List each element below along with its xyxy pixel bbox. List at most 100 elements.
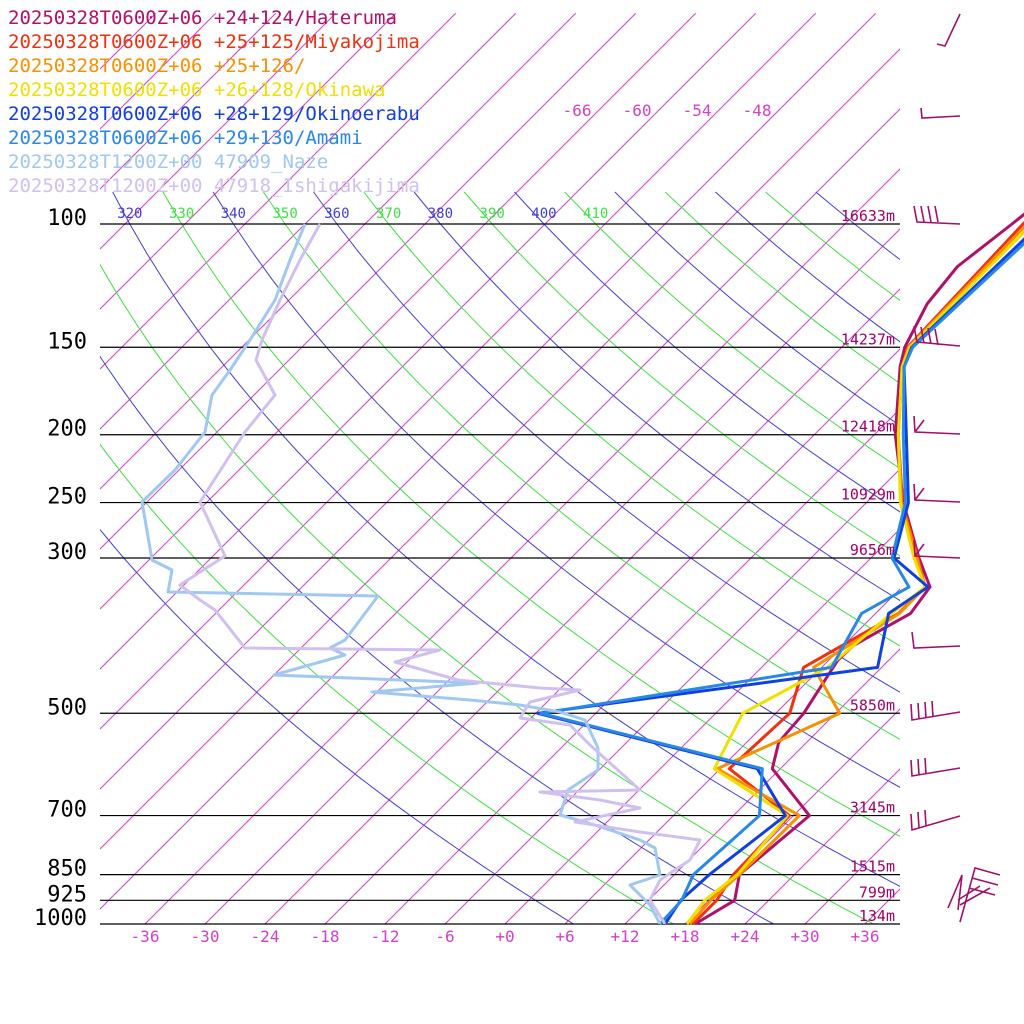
pressure-label: 300 — [47, 540, 87, 565]
wind-barb — [913, 205, 961, 225]
isotherm-line — [0, 13, 36, 924]
isotherm-line — [384, 408, 900, 924]
theta-label: 370 — [376, 206, 401, 222]
height-label: 14237m — [841, 330, 895, 348]
wind-barb — [913, 325, 961, 347]
temperature-tick-label: -18 — [311, 927, 340, 946]
isotherm-top-label: -66 — [563, 101, 592, 120]
height-label: 10929m — [841, 486, 895, 504]
sounding-lines — [536, 212, 1024, 926]
temperature-tick-label: -12 — [371, 927, 400, 946]
wind-barb — [910, 757, 961, 777]
isotherm-line — [0, 13, 96, 924]
observed-soundings — [140, 223, 702, 924]
temperature-tick-label: +12 — [611, 927, 640, 946]
isotherm-top-label: -60 — [623, 101, 652, 120]
isotherm-line — [100, 12, 817, 730]
adiabat-line — [413, 191, 900, 602]
isotherm-line — [100, 12, 577, 490]
legend-entry: 20250328T0600Z+06 +26+128/Okinawa — [8, 79, 386, 101]
pressure-label: 1000 — [34, 906, 87, 931]
isotherm-line — [100, 12, 157, 70]
legend-entry: 20250328T0600Z+06 +25+125/Miyakojima — [8, 31, 420, 53]
adiabat-line — [614, 191, 900, 427]
isotherm-line — [264, 288, 900, 924]
observed-sounding-ishigakijima — [178, 223, 702, 924]
isotherm-line — [624, 648, 900, 924]
theta-label: 350 — [272, 206, 297, 222]
isotherm-line — [444, 468, 900, 924]
pressure-lines — [100, 223, 900, 925]
height-label: 3145m — [850, 799, 895, 817]
isotherm-line — [324, 348, 900, 924]
temperature-tick-label: -6 — [435, 927, 454, 946]
isotherm-line — [100, 108, 900, 910]
isotherm-line — [100, 12, 697, 610]
isotherm-line — [925, 13, 1024, 924]
sounding-line — [685, 229, 1024, 925]
isotherm-top-label: -48 — [743, 101, 772, 120]
theta-label: 390 — [480, 206, 505, 222]
height-label: 5850m — [850, 696, 895, 714]
wind-barb — [959, 867, 1001, 923]
isotherm-line — [100, 12, 637, 550]
temperature-tick-label: +0 — [495, 927, 514, 946]
pressure-label: 925 — [47, 882, 87, 907]
pressure-label: 100 — [47, 206, 87, 231]
legend-entry: 20250328T0600Z+06 +28+129/Okinoerabu — [8, 103, 420, 125]
isotherm-line — [864, 888, 900, 924]
adiabat-line — [100, 528, 575, 924]
isotherm-line — [144, 168, 900, 924]
pressure-label: 150 — [47, 329, 87, 354]
sounding-line — [694, 212, 1024, 926]
temperature-tick-label: +30 — [791, 927, 820, 946]
theta-label: 360 — [324, 206, 349, 222]
temperature-tick-label: +24 — [731, 927, 760, 946]
isotherm-line — [684, 708, 900, 924]
isotherm-line — [985, 13, 1024, 924]
pressure-label: 700 — [47, 798, 87, 823]
temperature-tick-label: -24 — [251, 927, 280, 946]
height-label: 134m — [859, 907, 895, 925]
axis-labels: 100 16633m 150 14237m 200 12418m 250 10929m 300 9… — [34, 101, 895, 946]
legend-entry: 20250328T1200Z+00 47918_Ishigakijima — [8, 175, 420, 197]
theta-label: 330 — [169, 206, 194, 222]
wind-barb — [913, 415, 961, 435]
wind-barb — [910, 809, 961, 832]
wind-barb — [936, 13, 961, 47]
temperature-tick-label: -36 — [131, 927, 160, 946]
sounding-line — [539, 241, 1024, 926]
pressure-label: 850 — [47, 857, 87, 882]
temperature-tick-label: -30 — [191, 927, 220, 946]
isotherm-line — [100, 12, 397, 310]
height-label: 16633m — [841, 207, 895, 225]
isotherm-line — [204, 228, 900, 924]
theta-label: 380 — [428, 206, 453, 222]
height-label: 12418m — [841, 418, 895, 436]
wind-barb — [913, 483, 961, 503]
temperature-tick-label: +18 — [671, 927, 700, 946]
isotherm-line — [100, 48, 900, 850]
pressure-label: 200 — [47, 417, 87, 442]
height-label: 799m — [859, 883, 895, 901]
isotherm-line — [100, 12, 757, 670]
pressure-label: 500 — [47, 695, 87, 720]
adiabat-lines — [100, 191, 900, 924]
wind-barb — [920, 107, 961, 119]
isotherm-line — [100, 12, 337, 250]
isotherm-line — [564, 588, 900, 924]
legend-entry: 20250328T1200Z+00 47909_Naze — [8, 151, 328, 173]
legend-entry: 20250328T0600Z+06 +24+124/Hateruma — [8, 7, 397, 29]
wind-barb — [913, 539, 961, 559]
wind-barbs — [910, 13, 1001, 923]
adiabat-line — [262, 191, 900, 740]
theta-label: 320 — [117, 206, 142, 222]
isotherm-lines — [0, 12, 1024, 924]
height-label: 1515m — [850, 858, 895, 876]
isotherm-line — [100, 12, 277, 190]
temperature-tick-label: +6 — [555, 927, 574, 946]
height-label: 9656m — [850, 541, 895, 559]
isotherm-line — [100, 12, 457, 370]
wind-barb — [947, 874, 963, 911]
